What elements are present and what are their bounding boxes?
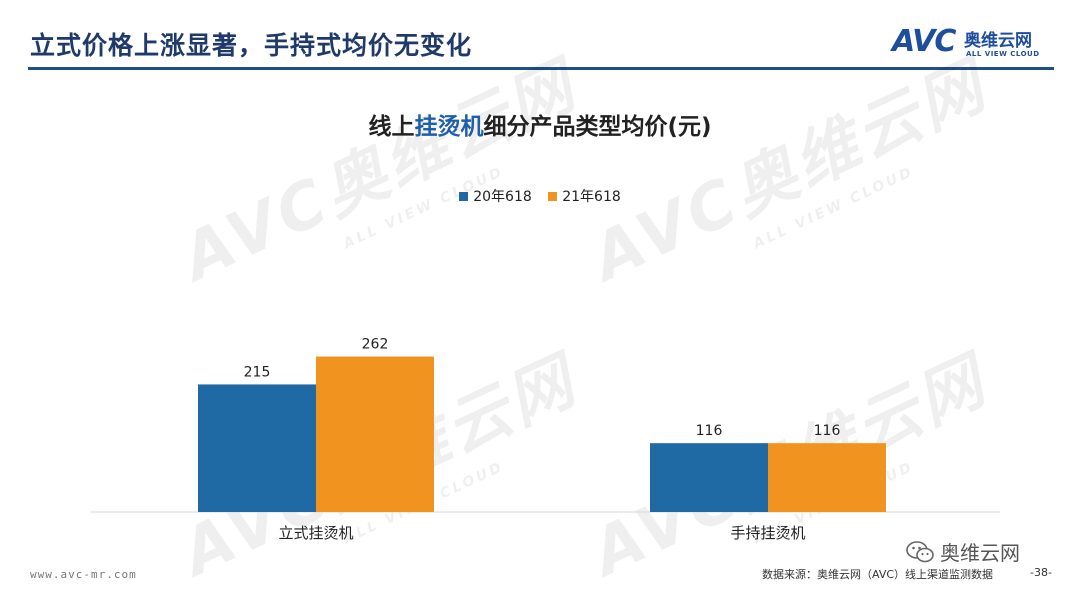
wechat-account-name: 奥维云网 bbox=[940, 541, 1020, 565]
logo-mark: AVC bbox=[892, 24, 956, 59]
data-source-note: 数据来源：奥维云网（AVC）线上渠道监测数据 bbox=[762, 568, 994, 581]
page-title: 立式价格上涨显著，手持式均价无变化 bbox=[30, 31, 473, 60]
legend-swatch-21 bbox=[548, 191, 558, 201]
chart-title-suffix: 细分产品类型均价(元) bbox=[483, 114, 712, 140]
data-label: 116 bbox=[814, 423, 841, 439]
bar-20-1 bbox=[650, 443, 768, 512]
data-label: 262 bbox=[362, 337, 389, 353]
logo-name-en: ALL VIEW CLOUD bbox=[966, 50, 1040, 58]
bar-21-1 bbox=[768, 443, 886, 512]
bar-21-0 bbox=[316, 356, 434, 512]
logo-name-cn: 奥维云网 bbox=[964, 31, 1032, 51]
legend-swatch-20 bbox=[459, 191, 469, 201]
wechat-badge: 奥维云网 bbox=[906, 537, 1020, 566]
legend-label-21: 21年618 bbox=[562, 189, 621, 205]
data-label: 215 bbox=[244, 364, 271, 380]
legend-item-21: 21年618 bbox=[548, 186, 621, 206]
header-divider bbox=[28, 67, 1054, 70]
wechat-icon bbox=[906, 540, 934, 563]
x-tick-label: 立式挂烫机 bbox=[278, 524, 353, 542]
footer-url: www.avc-mr.com bbox=[30, 568, 137, 581]
chart-title-prefix: 线上 bbox=[368, 114, 415, 140]
legend-item-20: 20年618 bbox=[459, 186, 532, 206]
data-label: 116 bbox=[696, 423, 723, 439]
chart-title-highlight: 挂烫机 bbox=[414, 114, 484, 140]
page-number: -38- bbox=[1030, 566, 1052, 579]
chart-title: 线上挂烫机细分产品类型均价(元) bbox=[0, 107, 1080, 141]
x-tick-label: 手持挂烫机 bbox=[730, 524, 805, 542]
avc-logo: AVC 奥维云网 ALL VIEW CLOUD bbox=[892, 24, 1057, 64]
chart-legend: 20年618 21年618 bbox=[0, 186, 1080, 206]
bar-20-0 bbox=[198, 384, 316, 512]
legend-label-20: 20年618 bbox=[473, 189, 532, 205]
